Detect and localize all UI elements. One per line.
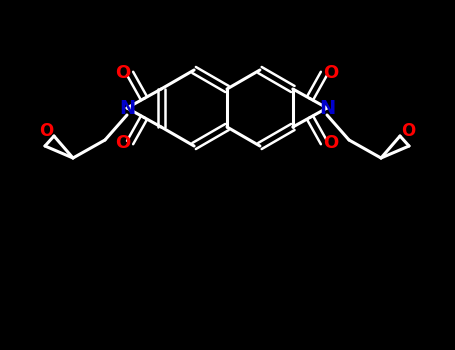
Text: O: O: [116, 63, 131, 82]
Text: N: N: [119, 98, 135, 118]
Text: N: N: [319, 98, 335, 118]
Text: O: O: [401, 122, 415, 140]
Text: O: O: [116, 134, 131, 153]
Text: O: O: [324, 63, 339, 82]
Text: O: O: [39, 122, 53, 140]
Text: O: O: [324, 134, 339, 153]
